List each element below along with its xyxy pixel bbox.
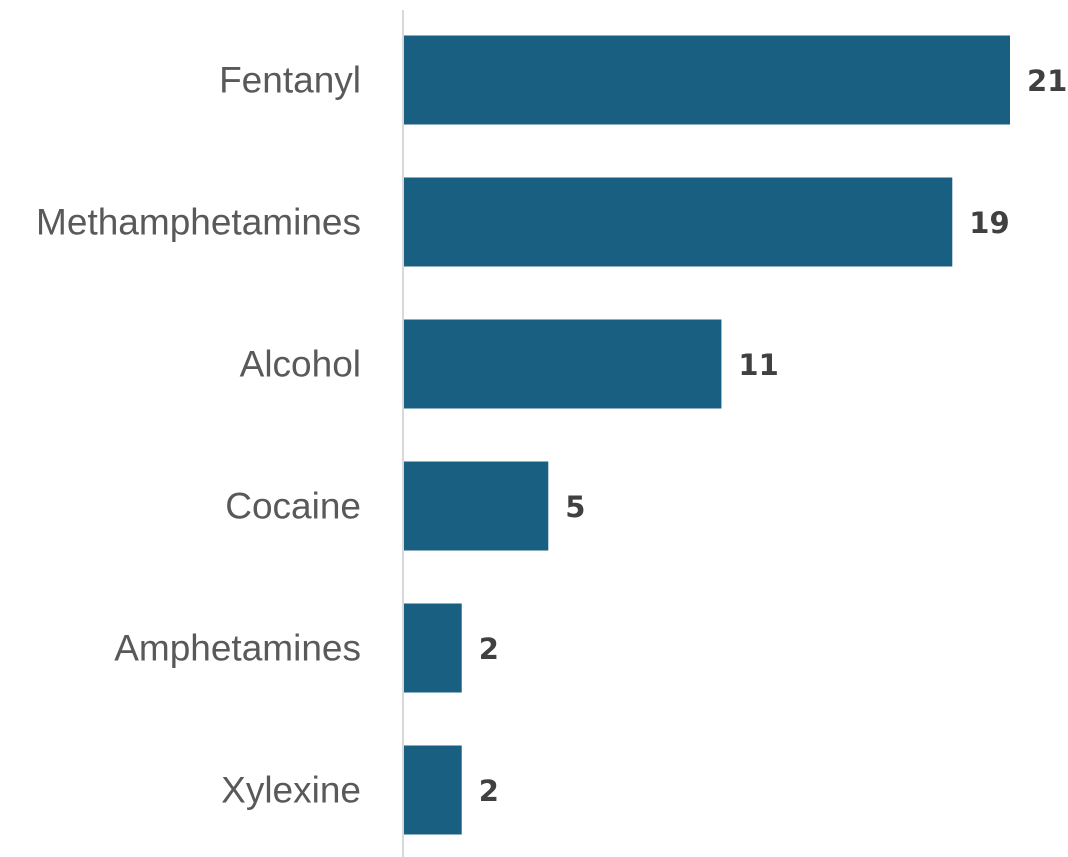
category-labels: Fentanyl Methamphetamines Alcohol Cocaine Am… xyxy=(36,60,361,811)
category-label-amphetamines: Amphetamines xyxy=(114,628,361,669)
value-label-amphetamines: 2 xyxy=(479,632,499,666)
value-label-methamphetamines: 19 xyxy=(969,206,1009,240)
bar-methamphetamines xyxy=(404,177,953,267)
value-label-xylexine: 2 xyxy=(479,774,499,808)
category-label-methamphetamines: Methamphetamines xyxy=(36,202,361,243)
category-label-xylexine: Xylexine xyxy=(221,770,361,811)
value-label-fentanyl: 21 xyxy=(1027,64,1067,98)
value-labels: 21 19 11 5 2 2 xyxy=(479,64,1068,808)
category-label-alcohol: Alcohol xyxy=(240,344,361,385)
category-label-cocaine: Cocaine xyxy=(225,486,361,527)
bar-fentanyl xyxy=(404,35,1010,125)
bar-alcohol xyxy=(404,319,722,409)
bars-layer xyxy=(404,35,1010,835)
bar-amphetamines xyxy=(404,603,462,693)
value-label-alcohol: 11 xyxy=(738,348,778,382)
value-label-cocaine: 5 xyxy=(565,490,585,524)
bar-xylexine xyxy=(404,745,462,835)
category-label-fentanyl: Fentanyl xyxy=(219,60,361,101)
bar-cocaine xyxy=(404,461,549,551)
